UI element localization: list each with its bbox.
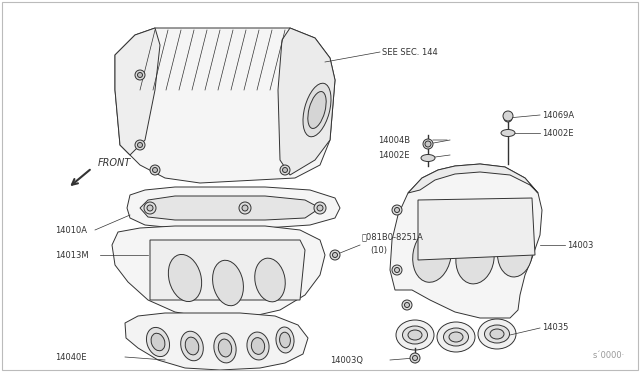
- Circle shape: [333, 253, 337, 257]
- Text: Ⓑ081B0-8251A: Ⓑ081B0-8251A: [362, 232, 424, 241]
- Text: 14004B: 14004B: [378, 135, 410, 144]
- Ellipse shape: [501, 129, 515, 137]
- Text: 14002E: 14002E: [378, 151, 410, 160]
- Polygon shape: [125, 313, 308, 370]
- Circle shape: [402, 300, 412, 310]
- Ellipse shape: [403, 326, 428, 344]
- Polygon shape: [278, 28, 335, 175]
- Ellipse shape: [449, 332, 463, 342]
- Ellipse shape: [408, 330, 422, 340]
- Ellipse shape: [252, 338, 264, 355]
- Circle shape: [135, 140, 145, 150]
- Polygon shape: [115, 28, 335, 183]
- Circle shape: [135, 70, 145, 80]
- Circle shape: [423, 139, 433, 149]
- Circle shape: [280, 165, 290, 175]
- Ellipse shape: [218, 339, 232, 357]
- Polygon shape: [112, 226, 325, 318]
- Circle shape: [147, 205, 153, 211]
- Circle shape: [404, 302, 410, 308]
- Ellipse shape: [147, 327, 170, 357]
- Polygon shape: [127, 187, 340, 228]
- Text: 14013M: 14013M: [55, 250, 88, 260]
- Ellipse shape: [497, 227, 532, 277]
- Text: (10): (10): [370, 246, 387, 254]
- Ellipse shape: [478, 319, 516, 349]
- Circle shape: [503, 111, 513, 121]
- Ellipse shape: [276, 327, 294, 353]
- Circle shape: [138, 142, 143, 148]
- Ellipse shape: [255, 258, 285, 302]
- Ellipse shape: [444, 328, 468, 346]
- Circle shape: [394, 208, 399, 212]
- Ellipse shape: [421, 154, 435, 161]
- Text: 14040E: 14040E: [55, 353, 86, 362]
- Ellipse shape: [168, 254, 202, 302]
- Ellipse shape: [396, 320, 434, 350]
- Circle shape: [144, 202, 156, 214]
- Circle shape: [413, 356, 417, 360]
- Circle shape: [392, 205, 402, 215]
- Polygon shape: [390, 164, 542, 318]
- Ellipse shape: [212, 260, 243, 306]
- Circle shape: [314, 202, 326, 214]
- Text: SEE SEC. 144: SEE SEC. 144: [382, 48, 438, 57]
- Ellipse shape: [180, 331, 204, 361]
- Ellipse shape: [490, 329, 504, 339]
- Ellipse shape: [413, 228, 451, 282]
- Ellipse shape: [456, 232, 494, 284]
- Polygon shape: [408, 164, 538, 193]
- Polygon shape: [115, 28, 160, 155]
- Text: s´0000·: s´0000·: [593, 351, 625, 360]
- Ellipse shape: [484, 325, 509, 343]
- Circle shape: [242, 205, 248, 211]
- Circle shape: [425, 141, 431, 147]
- Circle shape: [282, 167, 287, 173]
- Circle shape: [239, 202, 251, 214]
- Ellipse shape: [280, 332, 291, 348]
- Circle shape: [410, 353, 420, 363]
- Ellipse shape: [185, 337, 199, 355]
- Ellipse shape: [303, 83, 331, 137]
- Circle shape: [394, 267, 399, 273]
- Text: 14003: 14003: [567, 241, 593, 250]
- Circle shape: [504, 114, 512, 122]
- Polygon shape: [140, 196, 320, 220]
- Circle shape: [317, 205, 323, 211]
- Text: FRONT: FRONT: [98, 158, 131, 168]
- Text: 14035: 14035: [542, 324, 568, 333]
- Ellipse shape: [308, 92, 326, 128]
- Circle shape: [392, 265, 402, 275]
- Text: 14069A: 14069A: [542, 110, 574, 119]
- Ellipse shape: [214, 333, 236, 363]
- Ellipse shape: [151, 333, 165, 351]
- Circle shape: [152, 167, 157, 173]
- Ellipse shape: [437, 322, 475, 352]
- Circle shape: [330, 250, 340, 260]
- Text: 14003Q: 14003Q: [330, 356, 363, 365]
- Circle shape: [150, 165, 160, 175]
- Circle shape: [138, 73, 143, 77]
- Polygon shape: [418, 198, 535, 260]
- Text: 14010A: 14010A: [55, 225, 87, 234]
- Ellipse shape: [247, 332, 269, 360]
- Polygon shape: [150, 240, 305, 300]
- Text: 14002E: 14002E: [542, 128, 573, 138]
